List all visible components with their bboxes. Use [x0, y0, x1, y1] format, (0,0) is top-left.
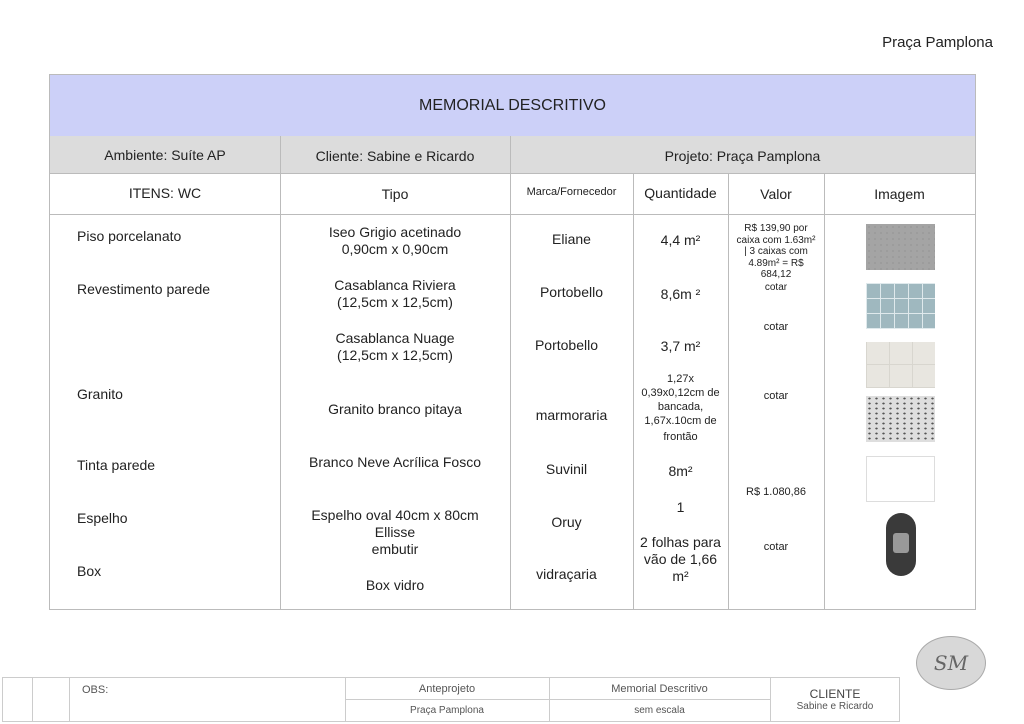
quantidade: 8m² — [668, 463, 693, 479]
valor: R$ 1.080,86 — [746, 486, 806, 498]
quantidade: 2 folhas para vão de 1,66 m² — [640, 534, 721, 584]
tipo: Box vidro — [365, 577, 425, 593]
column-header-row: ITENS: WC Tipo Marca/Fornecedor Quantida… — [50, 173, 975, 215]
quantidade: 1,27x 0,39x0,12cm de bancada, 1,67x.10cm… — [641, 373, 720, 427]
footer-block: OBS: Anteprojeto Praça Pamplona Memorial… — [2, 677, 900, 722]
col-tipo: Tipo — [381, 186, 409, 202]
espelho-image — [886, 513, 916, 576]
documento: Memorial Descritivo — [611, 683, 708, 695]
ambiente: Ambiente: Suíte AP — [104, 147, 226, 163]
quantidade: 3,7 m² — [660, 338, 701, 354]
title-row: MEMORIAL DESCRITIVO — [50, 75, 975, 137]
info-row: Ambiente: Suíte AP Cliente: Sabine e Ric… — [50, 136, 975, 174]
tipo: Granito branco pitaya — [328, 401, 462, 417]
item: Granito — [77, 386, 123, 402]
cliente-name: Sabine e Ricardo — [796, 701, 874, 712]
tipo: Casablanca Nuage (12,5cm x 12,5cm) — [335, 330, 455, 363]
item: Revestimento parede — [77, 281, 211, 297]
marca: Portobello — [534, 337, 599, 353]
marca: vidraçaria — [536, 566, 597, 582]
tinta-image — [866, 456, 935, 502]
item: Tinta parede — [77, 457, 156, 473]
logo: SM — [916, 636, 986, 690]
col-marca: Marca/Fornecedor — [526, 186, 617, 198]
tipo: Iseo Grigio acetinado 0,90cm x 0,90cm — [328, 224, 462, 257]
col-quantidade: Quantidade — [644, 185, 717, 201]
cliente-label: CLIENTE — [809, 687, 861, 701]
valor: cotar — [763, 390, 789, 402]
table-title: MEMORIAL DESCRITIVO — [419, 97, 606, 114]
local: Praça Pamplona — [410, 705, 484, 716]
escala: sem escala — [634, 705, 685, 716]
item: Box — [77, 563, 102, 579]
cliente: Cliente: Sabine e Ricardo — [315, 148, 475, 164]
fase: Anteprojeto — [418, 683, 476, 695]
valor: cotar — [763, 541, 789, 553]
col-imagem: Imagem — [874, 186, 925, 202]
marca: Portobello — [539, 284, 604, 300]
marca: marmoraria — [535, 407, 608, 423]
obs-label: OBS: — [82, 684, 109, 696]
quantidade: 1 — [676, 499, 685, 515]
quantidade: 4,4 m² — [660, 232, 701, 248]
tipo: Branco Neve Acrílica Fosco — [309, 454, 481, 470]
riviera-image — [866, 283, 935, 329]
marca: Suvinil — [545, 461, 588, 477]
item: Espelho — [77, 510, 128, 526]
logo-initials: SM — [933, 651, 969, 675]
tipo: Espelho oval 40cm x 80cm Ellisse embutir — [311, 507, 479, 557]
page-header-title: Praça Pamplona — [882, 34, 993, 51]
valor: cotar — [763, 321, 789, 333]
granito-image — [866, 396, 935, 442]
item: Piso porcelanato — [77, 228, 182, 244]
quantidade: frontão — [663, 431, 698, 443]
memorial-table: MEMORIAL DESCRITIVO Ambiente: Suíte AP C… — [49, 74, 976, 610]
col-itens: ITENS: WC — [128, 185, 202, 201]
projeto: Projeto: Praça Pamplona — [664, 148, 821, 164]
porcelanato-image — [866, 224, 935, 270]
quantidade: 8,6m ² — [660, 286, 701, 302]
nuage-image — [866, 342, 935, 388]
marca: Oruy — [551, 514, 582, 530]
valor: cotar — [764, 282, 788, 293]
valor: R$ 139,90 por caixa com 1.63m² | 3 caixa… — [736, 223, 816, 280]
tipo: Casablanca Riviera (12,5cm x 12,5cm) — [334, 277, 456, 310]
col-valor: Valor — [760, 186, 792, 202]
marca: Eliane — [552, 231, 591, 247]
